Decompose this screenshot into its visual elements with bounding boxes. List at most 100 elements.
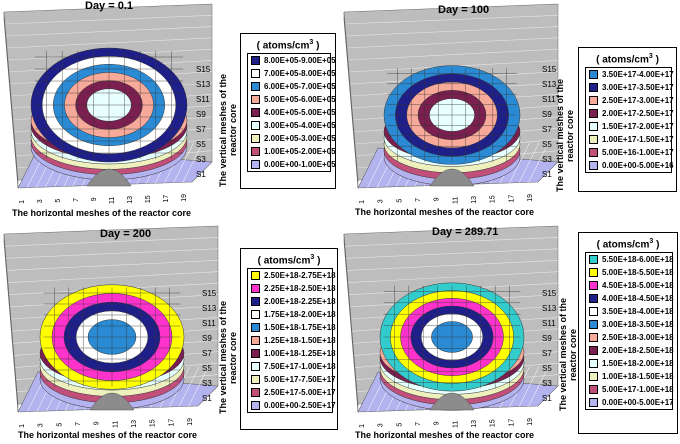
legend-label: 5.00E+05-6.00E+05 [264, 95, 336, 104]
legend-label: 1.50E+18-1.75E+18 [264, 323, 336, 332]
wall-gridline [346, 37, 559, 49]
legend-item: 5.00E+17-1.00E+18 [586, 383, 674, 396]
legend-item: 2.50E+17-5.00E+17 [248, 386, 336, 399]
legend-swatch [251, 271, 260, 280]
legend-label: 1.50E+17-2.00E+17 [602, 122, 674, 131]
legend-item: 2.00E+05-3.00E+05 [248, 132, 336, 145]
x-tick-label: 5 [396, 199, 403, 203]
legend-label: 5.00E+17-7.50E+17 [264, 375, 336, 384]
legend-swatch [589, 148, 598, 157]
chart-day-289-71: 1 3 5 7 9 11 13 15 17 19 S15 S13 S11 S9 S7 S5 S3 S1 Day =… [340, 222, 680, 444]
s-tick-label: S13 [542, 80, 557, 89]
legend-swatch [251, 401, 260, 410]
legend-swatch [251, 121, 260, 130]
legend-item: 3.50E+17-4.00E+17 [586, 68, 674, 81]
legend: ( atoms/cm3 ) 2.50E+18-2.75E+18 2.25E+18-… [240, 248, 338, 430]
legend-item: 2.00E+18-2.50E+18 [586, 344, 674, 357]
legend-swatch [251, 82, 260, 91]
legend-item: 1.00E+17-1.50E+17 [586, 133, 674, 146]
legend-label: 3.50E+17-4.00E+17 [602, 70, 674, 79]
floor-gridline [518, 366, 540, 407]
core-notch [429, 392, 475, 411]
x-tick-label: 1 [19, 200, 26, 204]
floor-gridline [518, 142, 540, 183]
legend-item: 1.50E+18-2.00E+18 [586, 357, 674, 370]
legend-items: 5.50E+18-6.00E+18 5.00E+18-5.50E+18 4.50E+… [585, 252, 674, 410]
legend-label: 7.50E+17-1.00E+18 [264, 362, 336, 371]
x-tick-label: 5 [55, 199, 62, 203]
legend-swatch [251, 336, 260, 345]
legend-items: 2.50E+18-2.75E+18 2.25E+18-2.50E+18 2.00E+… [247, 268, 336, 413]
legend-swatch [589, 320, 598, 329]
legend-swatch [589, 307, 598, 316]
legend-unit: ( atoms/cm3 ) [596, 238, 660, 251]
x-tick-label: 5 [396, 423, 403, 427]
legend-item: 4.00E+05-5.00E+05 [248, 106, 336, 119]
legend-item: 0.00E+00-1.00E+05 [248, 158, 336, 171]
legend-item: 1.50E+17-2.00E+17 [586, 120, 674, 133]
legend-swatch [251, 388, 260, 397]
legend-swatch [251, 297, 260, 306]
legend-swatch [589, 346, 598, 355]
wall-gridline [4, 237, 219, 247]
x-tick-label: 13 [127, 196, 134, 204]
legend-unit: ( atoms/cm3 ) [596, 53, 659, 66]
x-tick-label: 3 [37, 199, 44, 203]
legend-swatch [251, 95, 260, 104]
core-notch [429, 168, 475, 187]
legend-label: 4.00E+05-5.00E+05 [264, 108, 336, 117]
legend-swatch [589, 109, 598, 118]
legend-swatch [251, 56, 260, 65]
legend-item: 1.00E+18-1.50E+18 [586, 370, 674, 383]
legend-label: 2.00E+17-2.50E+17 [602, 109, 674, 118]
legend: ( atoms/cm3 ) 8.00E+05-9.00E+05 7.00E+05-… [240, 33, 336, 189]
chart-day-0-1: 1 3 5 7 9 11 13 15 17 19 S15 S13 S11 S9 S7 S5 S3 S1 Day =… [0, 0, 340, 222]
legend-label: 2.00E+18-2.50E+18 [602, 346, 674, 355]
legend-label: 0.00E+00-1.00E+05 [264, 160, 336, 169]
s-tick-label: S3 [542, 379, 552, 388]
wall-gridline [347, 271, 559, 283]
legend-label: 4.00E+18-4.50E+18 [602, 294, 674, 303]
legend-label: 5.00E+17-1.00E+18 [602, 385, 674, 394]
y-axis-label: The vertical meshes of the reactor core [218, 300, 238, 415]
s-tick-label: S7 [196, 125, 206, 134]
x-tick-label: 9 [434, 421, 441, 425]
s-tick-label: S15 [196, 65, 211, 74]
s-tick-label: S11 [202, 319, 216, 328]
s-tick-label: S11 [542, 95, 556, 104]
s-tick-label: S9 [202, 334, 212, 343]
legend-label: 1.00E+18-1.50E+18 [602, 372, 674, 381]
legend-swatch [589, 281, 598, 290]
legend-item: 7.00E+05-8.00E+05 [248, 67, 336, 80]
legend-swatch [251, 362, 260, 371]
legend-label: 2.50E+17-5.00E+17 [264, 388, 336, 397]
x-tick-label: 11 [109, 197, 116, 204]
x-tick-label: 3 [38, 423, 45, 427]
x-tick-label: 3 [378, 199, 385, 203]
legend-label: 1.00E+17-1.50E+17 [602, 135, 674, 144]
legend-item: 1.00E+18-1.25E+18 [248, 347, 336, 360]
legend-item: 3.00E+05-4.00E+05 [248, 119, 336, 132]
s-tick-label: S5 [542, 140, 552, 149]
legend-swatch [251, 323, 260, 332]
legend-label: 0.00E+00-2.50E+17 [264, 401, 336, 410]
x-tick-label: 19 [187, 418, 194, 426]
legend-label: 5.00E+16-1.00E+17 [602, 148, 674, 157]
floor-gridline [188, 366, 209, 407]
legend-item: 5.00E+16-1.00E+17 [586, 146, 674, 159]
s-tick-label: S1 [196, 170, 206, 179]
legend-label: 5.00E+18-5.50E+18 [602, 268, 674, 277]
legend-item: 5.00E+18-5.50E+18 [586, 266, 674, 279]
wall-gridline [7, 271, 219, 283]
s-tick-label: S5 [542, 364, 552, 373]
legend-item: 2.50E+18-2.75E+18 [248, 269, 336, 282]
wall-gridline [4, 14, 213, 25]
legend-item: 0.00E+00-2.50E+17 [248, 399, 336, 412]
x-tick-label: 13 [471, 420, 478, 428]
floor-gridline [528, 366, 549, 407]
s-tick-label: S7 [542, 349, 552, 358]
legend-item: 1.25E+18-1.50E+18 [248, 334, 336, 347]
chart-day-100: 1 3 5 7 9 11 13 15 17 19 S15 S13 S11 S9 S7 S5 S3 S1 Day =… [340, 0, 680, 222]
chart-day-200: 1 3 5 7 9 11 13 15 17 19 S15 S13 S11 S9 S7 S5 S3 S1 Day =… [0, 222, 340, 444]
